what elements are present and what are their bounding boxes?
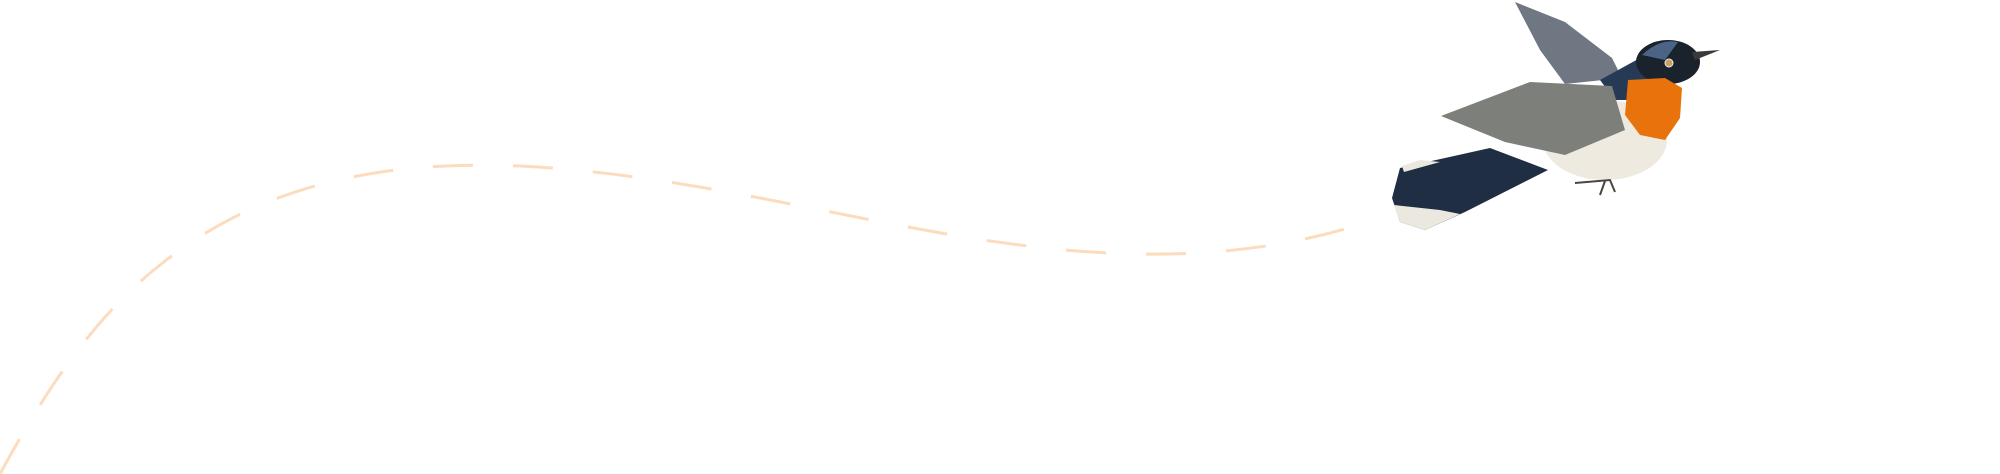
bird-tail-tip [1394, 205, 1460, 230]
bird-eye [1664, 58, 1674, 68]
bird-lower-wing [1441, 82, 1625, 155]
bird-orange-throat [1625, 78, 1682, 140]
bird [1392, 2, 1720, 230]
bird-feet [1574, 178, 1616, 196]
dashed-flight-path [0, 163, 1356, 474]
bird-upper-wing [1515, 2, 1622, 84]
bird-beak [1692, 50, 1720, 60]
bird-crown [1642, 41, 1678, 60]
bird-tail-top-edge [1402, 160, 1440, 172]
